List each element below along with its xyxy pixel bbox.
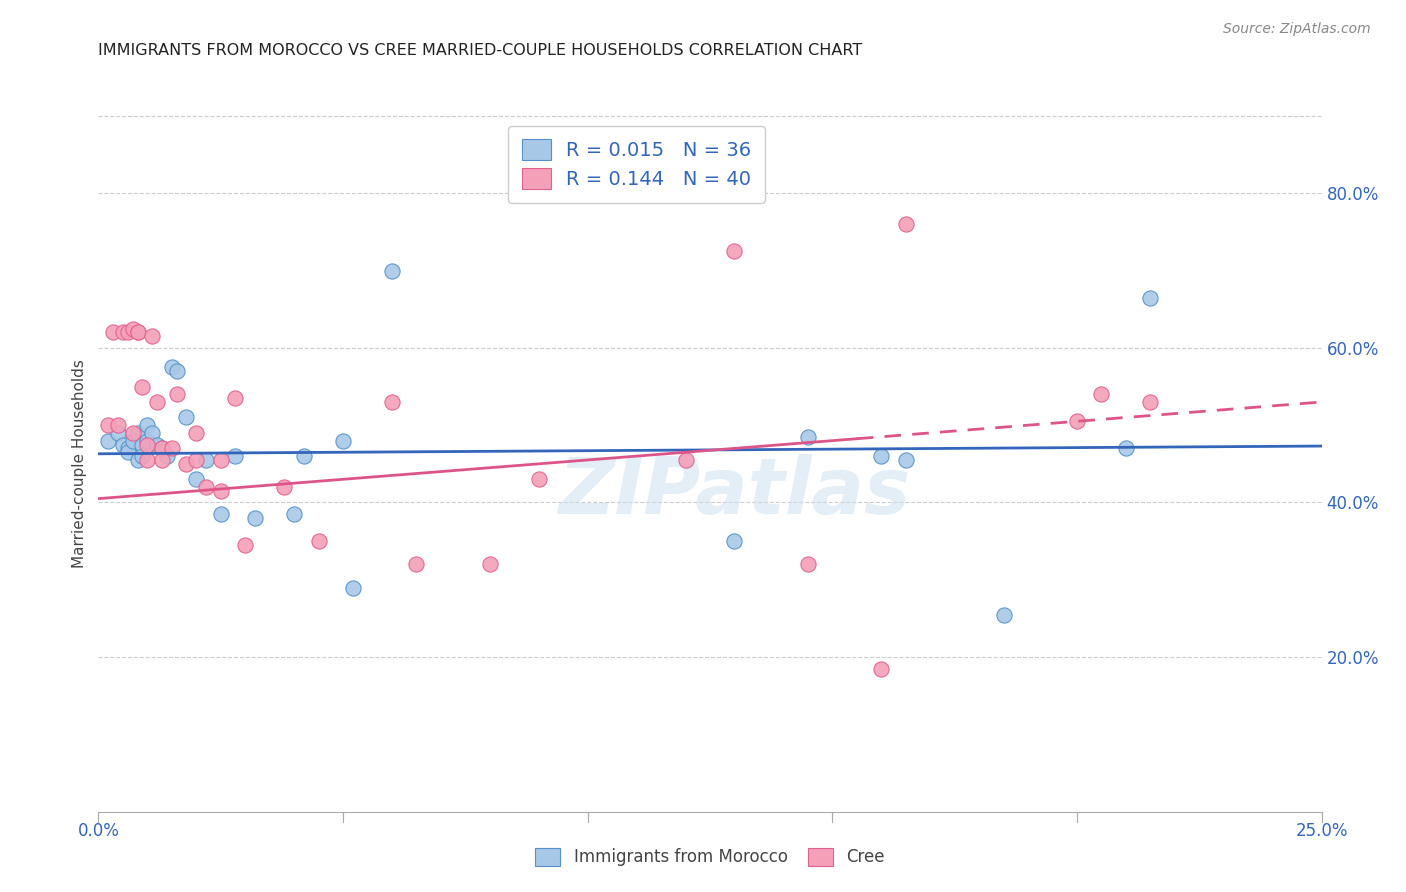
Point [97,418,120,433]
Point [870,662,893,676]
Point [723,244,745,259]
Point [209,453,232,467]
Point [176,457,198,471]
Point [332,434,354,448]
Point [160,442,183,456]
Point [176,410,198,425]
Point [136,437,159,451]
Point [117,326,139,340]
Point [894,453,917,467]
Point [675,453,697,467]
Point [186,453,208,467]
Point [405,558,427,572]
Point [121,425,143,440]
Legend: Immigrants from Morocco, Cree: Immigrants from Morocco, Cree [529,841,891,873]
Point [166,364,188,378]
Point [209,483,232,498]
Point [117,445,139,459]
Point [1066,414,1088,428]
Point [478,558,501,572]
Point [127,453,149,467]
Point [111,326,134,340]
Point [723,534,745,549]
Point [243,511,266,525]
Point [186,425,208,440]
Point [146,395,169,409]
Point [381,263,404,277]
Point [131,379,153,393]
Point [131,449,153,463]
Point [101,326,124,340]
Point [107,425,129,440]
Point [127,326,149,340]
Point [117,442,139,456]
Point [156,449,179,463]
Point [1139,395,1161,409]
Point [1139,291,1161,305]
Point [136,434,159,448]
Point [141,425,163,440]
Point [527,472,550,486]
Point [1115,442,1137,456]
Point [97,434,120,448]
Point [292,449,315,463]
Point [797,430,820,444]
Point [273,480,295,494]
Point [195,453,218,467]
Point [224,391,246,405]
Point [283,507,305,521]
Point [870,449,893,463]
Point [166,387,188,401]
Point [195,480,218,494]
Text: IMMIGRANTS FROM MOROCCO VS CREE MARRIED-COUPLE HOUSEHOLDS CORRELATION CHART: IMMIGRANTS FROM MOROCCO VS CREE MARRIED-… [98,43,863,58]
Point [111,437,134,451]
Point [127,326,149,340]
Point [150,453,173,467]
Point [381,395,404,409]
Point [233,538,256,552]
Point [186,472,208,486]
Point [993,607,1015,622]
Point [150,442,173,456]
Point [342,581,364,595]
Text: Source: ZipAtlas.com: Source: ZipAtlas.com [1223,22,1371,37]
Point [146,437,169,451]
Point [160,360,183,375]
Point [127,425,149,440]
Point [107,418,129,433]
Point [131,437,153,451]
Text: ZIPatlas: ZIPatlas [558,454,911,530]
Point [136,453,159,467]
Point [1090,387,1112,401]
Point [894,217,917,231]
Point [121,434,143,448]
Point [308,534,330,549]
Point [136,418,159,433]
Y-axis label: Married-couple Households: Married-couple Households [72,359,87,568]
Point [224,449,246,463]
Point [797,558,820,572]
Point [150,442,173,456]
Point [121,321,143,335]
Point [141,329,163,343]
Point [209,507,232,521]
